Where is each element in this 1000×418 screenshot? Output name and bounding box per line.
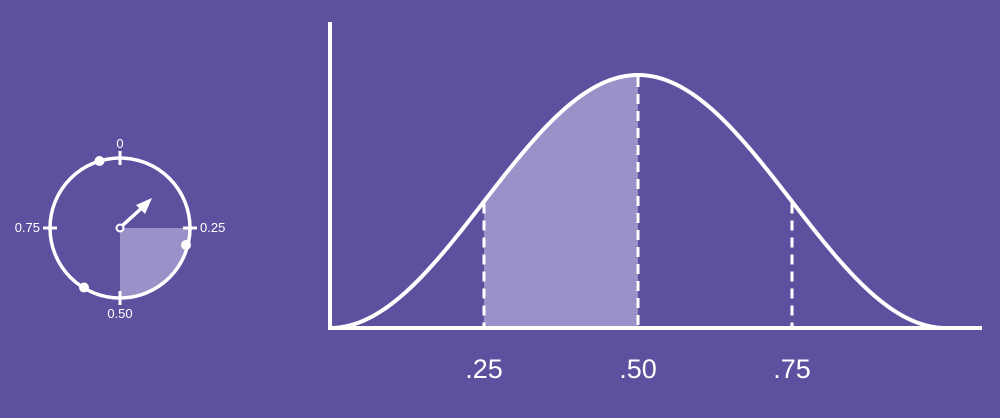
arrow-hand-icon xyxy=(115,198,152,233)
shaded-interval-area xyxy=(484,75,638,328)
bell-curve-line xyxy=(329,72,982,330)
x-tick-label: .50 xyxy=(619,354,657,384)
x-tick-label: .25 xyxy=(465,354,503,384)
dial-label-bottom: 0.50 xyxy=(107,306,132,321)
dial-shaded-quarter xyxy=(120,228,190,298)
dial-label-left: 0.75 xyxy=(15,220,40,235)
x-tick-label: .75 xyxy=(773,354,811,384)
dial-label-right: 0.25 xyxy=(200,220,225,235)
dial-marker xyxy=(79,282,89,293)
dial-label-top: 0 xyxy=(116,136,123,151)
clock-dial-icon: 0 0.25 0.50 0.75 xyxy=(15,136,226,321)
dial-marker xyxy=(181,240,191,250)
dial-marker xyxy=(94,156,105,166)
bell-curve-chart: .25 .50 .75 xyxy=(328,22,982,384)
